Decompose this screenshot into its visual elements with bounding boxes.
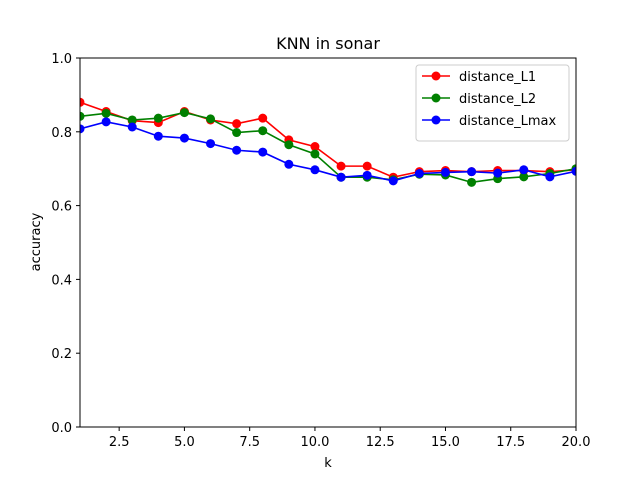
data-point-distance_L1-1 (80, 97, 85, 107)
y-axis-label: accuracy (29, 212, 44, 271)
data-point-distance_Lmax-10 (310, 165, 320, 175)
legend-label: distance_Lmax (459, 114, 556, 129)
data-point-distance_Lmax-1 (80, 124, 85, 134)
data-point-distance_Lmax-4 (153, 131, 163, 141)
data-point-distance_Lmax-11 (336, 172, 346, 182)
legend-swatch-marker (431, 93, 441, 103)
data-point-distance_L2-4 (153, 113, 163, 123)
y-tick-label: 0.2 (51, 347, 72, 362)
y-tick-label: 1.0 (51, 52, 72, 67)
data-point-distance_L2-7 (232, 128, 242, 138)
data-point-distance_Lmax-20 (571, 166, 576, 176)
plot-area: 2.5 5.0 7.5 10.0 12.5 15.0 17.5 20.0 0.0 0.2 0.4 0.… (51, 52, 590, 450)
data-point-distance_L1-8 (258, 113, 268, 123)
data-point-distance_L2-5 (179, 108, 189, 118)
x-axis-label: k (324, 456, 332, 471)
y-tick-label: 0.0 (51, 421, 72, 436)
data-point-distance_L2-6 (206, 114, 216, 124)
data-point-distance_Lmax-14 (414, 169, 424, 178)
data-point-distance_L1-11 (336, 161, 346, 171)
data-point-distance_Lmax-15 (440, 167, 450, 177)
series-group (80, 97, 576, 187)
data-point-distance_Lmax-7 (232, 145, 242, 155)
data-point-distance_Lmax-12 (362, 170, 372, 180)
data-point-distance_L1-10 (310, 142, 320, 152)
y-tick-label: 0.4 (51, 273, 72, 288)
x-tick-label: 2.5 (109, 435, 130, 450)
data-point-distance_L1-7 (232, 119, 242, 129)
legend-label: distance_L1 (459, 70, 536, 85)
data-point-distance_Lmax-2 (101, 117, 111, 127)
x-tick-label: 15.0 (431, 435, 460, 450)
data-point-distance_L2-2 (101, 108, 111, 118)
x-tick-label: 17.5 (496, 435, 525, 450)
legend-label: distance_L2 (459, 92, 536, 107)
x-tick-label: 12.5 (366, 435, 395, 450)
data-point-distance_Lmax-16 (467, 167, 477, 177)
x-tick-label: 7.5 (239, 435, 260, 450)
y-tick-label: 0.6 (51, 200, 72, 215)
data-point-distance_L2-8 (258, 126, 268, 136)
legend-swatch-marker (431, 115, 441, 125)
data-point-distance_L2-16 (467, 177, 477, 187)
data-point-distance_Lmax-18 (519, 165, 529, 175)
axes-frame (79, 57, 577, 428)
data-point-distance_Lmax-3 (127, 122, 137, 132)
y-tick-label: 0.8 (51, 126, 72, 141)
data-point-distance_L2-9 (284, 140, 294, 150)
x-tick-label: 5.0 (174, 435, 195, 450)
data-point-distance_L2-1 (80, 111, 85, 121)
data-point-distance_Lmax-9 (284, 159, 294, 169)
chart-title: KNN in sonar (276, 34, 380, 53)
data-point-distance_L2-10 (310, 149, 320, 159)
data-point-distance_Lmax-8 (258, 147, 268, 157)
data-point-distance_Lmax-19 (545, 172, 555, 182)
data-point-distance_Lmax-17 (493, 168, 503, 178)
data-point-distance_Lmax-13 (388, 176, 398, 186)
legend-swatch-marker (431, 71, 441, 81)
data-point-distance_L1-12 (362, 161, 372, 171)
data-point-distance_Lmax-5 (179, 133, 189, 143)
x-tick-label: 10.0 (300, 435, 329, 450)
data-point-distance_L2-18 (519, 172, 529, 182)
data-point-distance_L2-3 (127, 115, 137, 125)
x-tick-label: 20.0 (562, 435, 591, 450)
data-point-distance_Lmax-6 (206, 139, 216, 149)
legend-box (415, 64, 570, 142)
